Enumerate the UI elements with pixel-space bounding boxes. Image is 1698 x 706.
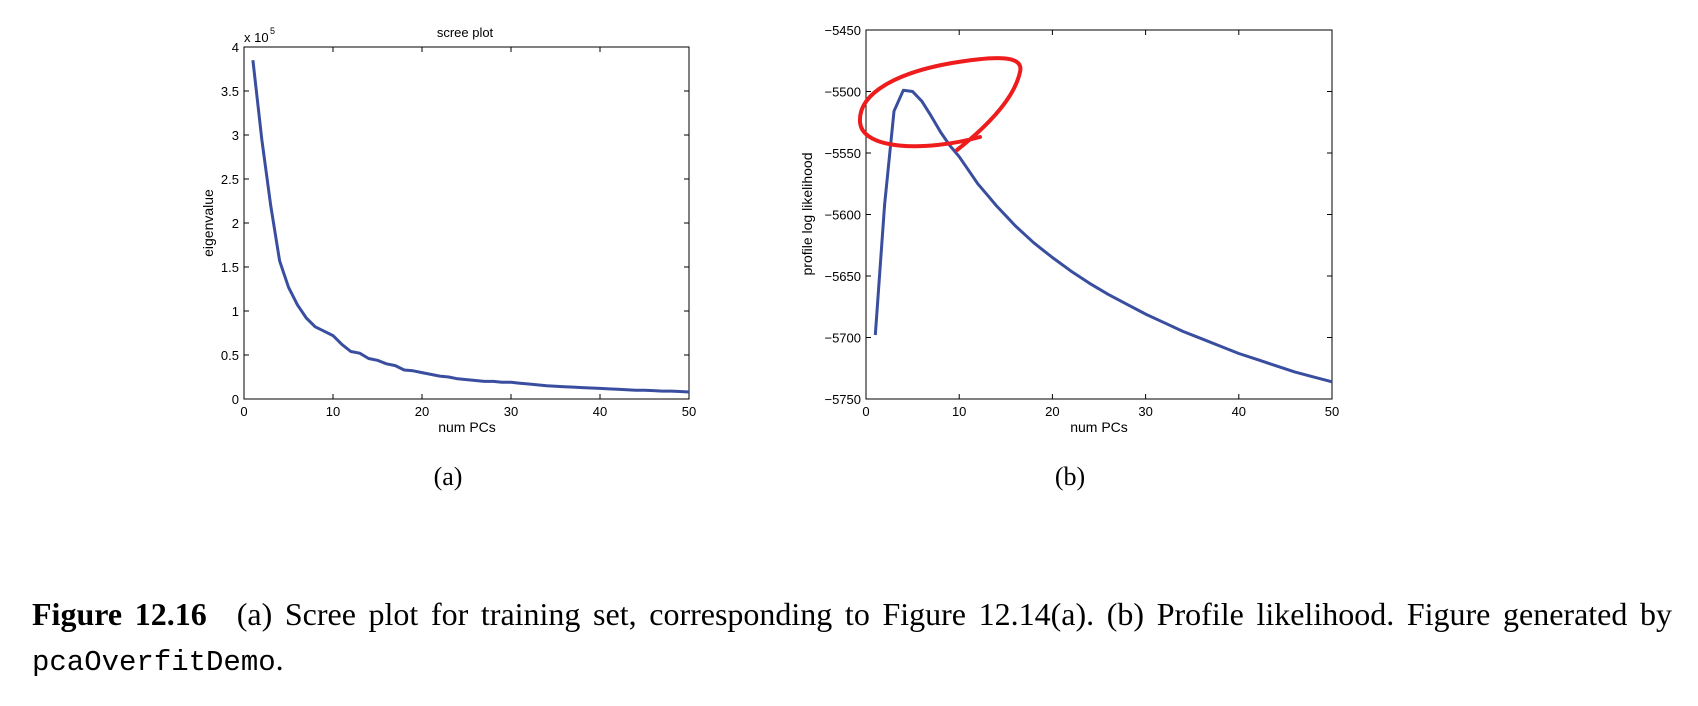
exponent-power: 5 [270,26,275,36]
y-tick-label: 1.5 [221,260,239,275]
red-circle-annotation [857,56,1023,152]
x-tick-label: 50 [682,404,696,419]
subfigure-label-b: (b) [1055,462,1085,491]
y-tick-label: 4 [232,40,239,55]
plot-frame-b [865,29,1333,400]
x-axis-label-b: num PCs [1070,419,1128,435]
subfigure-label-a: (a) [434,462,463,491]
eigenvalue-line [251,60,690,394]
y-tick-label: −5450 [824,23,861,38]
y-tick-label: −5650 [824,269,861,284]
x-tick-label: 10 [326,404,340,419]
x-tick-label: 20 [415,404,429,419]
x-tick-label: 30 [1138,404,1152,419]
x-tick-label: 10 [952,404,966,419]
ticks-a: 0 10 20 30 40 50 0 0.5 1 1.5 2 2.5 3 3.5 4 [221,40,696,419]
y-tick-label: −5700 [824,331,861,346]
caption-end: . [275,641,284,677]
caption-code: pcaOverfitDemo [32,646,276,679]
x-tick-label: 20 [1045,404,1059,419]
x-tick-label: 40 [593,404,607,419]
profile-likelihood-line [873,88,1333,384]
y-tick-label: 2 [232,216,239,231]
x-tick-label: 40 [1232,404,1246,419]
profile-likelihood-panel: 0 10 20 30 40 50 −5750 −5700 −5650 −5600 −5550 −550… [799,23,1339,491]
scree-plot-panel: scree plot x 10 5 0 10 20 30 40 50 0 0.5 1 1.5 2 2.… [200,25,696,491]
exponent-label: x 10 [244,30,269,45]
y-tick-label: −5750 [824,392,861,407]
x-tick-label: 30 [504,404,518,419]
x-axis-label-a: num PCs [438,419,496,435]
x-tick-label: 50 [1325,404,1339,419]
y-tick-label: −5600 [824,208,861,223]
y-tick-label: 0 [232,392,239,407]
y-axis-label-b: profile log likelihood [799,153,815,276]
y-tick-label: −5500 [824,85,861,100]
ticks-b: 0 10 20 30 40 50 −5750 −5700 −5650 −5600 −5550 −550… [824,23,1339,419]
x-tick-label: 0 [862,404,869,419]
plot-frame-a [243,46,690,400]
caption-text: (a) Scree plot for training set, corresp… [236,596,1673,632]
figure-number: Figure 12.16 [32,596,207,632]
figure-caption: Figure 12.16 (a) Scree plot for training … [32,592,1672,685]
y-tick-label: 2.5 [221,172,239,187]
y-axis-label-a: eigenvalue [200,189,216,257]
y-tick-label: 3.5 [221,84,239,99]
y-tick-label: 0.5 [221,348,239,363]
scree-plot-title: scree plot [437,25,494,40]
y-tick-label: 3 [232,128,239,143]
y-tick-label: 1 [232,304,239,319]
y-tick-label: −5550 [824,146,861,161]
x-tick-label: 0 [240,404,247,419]
